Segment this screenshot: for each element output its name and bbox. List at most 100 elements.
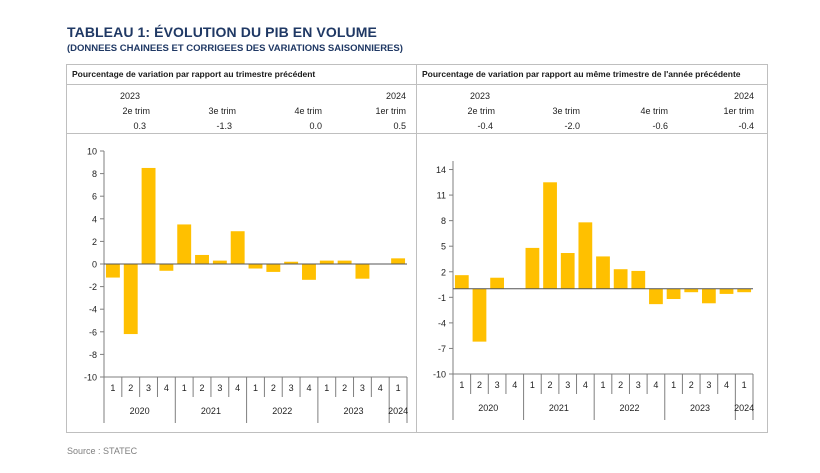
y-tick-label: 2 <box>92 237 97 247</box>
left-quarter-label: 1er trim <box>375 106 406 116</box>
left-year-start: 2023 <box>119 91 140 101</box>
left-year-end: 2024 <box>385 91 406 101</box>
x-year-label: 2020 <box>478 403 498 413</box>
x-tick-label: 4 <box>164 383 169 393</box>
bar <box>543 182 557 289</box>
y-tick-label: -2 <box>89 282 97 292</box>
chart-yearly: -10 -7 -4 -1 2 5 8 11 14 1 2 3 4 1 2 3 4 1 2 3 4 1 2 3 4 1 2020 202… <box>433 161 754 420</box>
x-tick-label: 1 <box>671 380 676 390</box>
x-tick-label: 3 <box>565 380 570 390</box>
bar <box>525 247 540 289</box>
x-tick-label: 2 <box>342 383 347 393</box>
bar <box>702 288 716 304</box>
y-tick-label: -4 <box>89 305 97 315</box>
x-tick-label: 2 <box>477 380 482 390</box>
x-tick-label: 2 <box>548 380 553 390</box>
left-quarter-value: 0.3 <box>133 121 146 131</box>
bar <box>490 277 504 289</box>
left-quarter-label: 4e trim <box>294 106 322 116</box>
bar <box>649 288 663 305</box>
x-tick-label: 4 <box>512 380 517 390</box>
right-quarter-label: 2e trim <box>467 106 495 116</box>
right-year-end: 2024 <box>733 91 754 101</box>
bar <box>719 288 734 294</box>
x-year-label: 2023 <box>344 406 364 416</box>
bar <box>319 260 334 264</box>
y-tick-label: -1 <box>438 293 446 303</box>
x-tick-label: 4 <box>235 383 240 393</box>
bar <box>631 270 646 289</box>
left-quarter-value: -1.3 <box>216 121 232 131</box>
y-tick-label: 10 <box>87 147 97 157</box>
y-tick-label: 2 <box>441 267 446 277</box>
x-tick-label: 3 <box>495 380 500 390</box>
x-tick-label: 1 <box>110 383 115 393</box>
x-tick-label: 4 <box>724 380 729 390</box>
right-quarter-label: 4e trim <box>640 106 668 116</box>
bar <box>230 231 245 264</box>
x-tick-label: 1 <box>600 380 605 390</box>
bar <box>578 222 593 289</box>
x-tick-label: 1 <box>530 380 535 390</box>
x-tick-label: 1 <box>742 380 747 390</box>
y-tick-label: 8 <box>441 216 446 226</box>
bar <box>560 253 575 289</box>
x-tick-label: 3 <box>146 383 151 393</box>
bar <box>472 288 487 342</box>
bar <box>105 264 120 278</box>
left-quarter-label: 2e trim <box>122 106 150 116</box>
x-tick-label: 1 <box>182 383 187 393</box>
y-tick-label: 14 <box>436 165 446 175</box>
x-tick-label: 1 <box>253 383 258 393</box>
right-quarter-label: 1er trim <box>723 106 754 116</box>
source-note: Source : STATEC <box>67 446 138 456</box>
y-tick-label: 11 <box>437 191 446 201</box>
table-frame <box>66 64 768 433</box>
x-tick-label: 1 <box>396 383 401 393</box>
x-tick-label: 3 <box>360 383 365 393</box>
x-year-label: 2021 <box>201 406 221 416</box>
right-quarter-value: -0.4 <box>738 121 754 131</box>
x-tick-label: 3 <box>636 380 641 390</box>
y-tick-label: -4 <box>438 318 446 328</box>
left-quarter-value: 0.5 <box>393 121 406 131</box>
bar <box>284 261 299 264</box>
x-tick-label: 1 <box>459 380 464 390</box>
x-tick-label: 2 <box>689 380 694 390</box>
bar <box>195 254 209 264</box>
x-tick-label: 1 <box>324 383 329 393</box>
bar <box>123 264 138 335</box>
page-subtitle: (DONNEES CHAINEES ET CORRIGEES DES VARIA… <box>67 43 403 54</box>
bar <box>248 264 263 269</box>
bar <box>159 264 174 271</box>
y-tick-label: -8 <box>89 350 97 360</box>
y-tick-label: -6 <box>89 327 97 337</box>
x-year-label: 2024 <box>734 403 754 413</box>
bar <box>177 224 192 264</box>
x-tick-label: 3 <box>217 383 222 393</box>
page-title: TABLEAU 1: ÉVOLUTION DU PIB EN VOLUME <box>67 24 377 40</box>
bar <box>391 258 406 264</box>
bar <box>666 288 681 300</box>
x-tick-label: 2 <box>271 383 276 393</box>
x-tick-label: 4 <box>306 383 311 393</box>
bar <box>613 269 628 289</box>
panel-divider <box>416 64 417 433</box>
y-tick-label: -10 <box>433 370 446 380</box>
right-quarter-label: 3e trim <box>552 106 580 116</box>
x-tick-label: 4 <box>653 380 658 390</box>
right-panel-header: Pourcentage de variation par rapport au … <box>422 69 741 79</box>
x-year-label: 2024 <box>388 406 408 416</box>
x-tick-label: 3 <box>289 383 294 393</box>
x-tick-label: 3 <box>706 380 711 390</box>
y-tick-label: 4 <box>92 214 97 224</box>
x-tick-label: 2 <box>128 383 133 393</box>
right-quarter-value: -0.6 <box>652 121 668 131</box>
y-tick-label: -7 <box>438 344 446 354</box>
left-quarter-label: 3e trim <box>208 106 236 116</box>
x-tick-label: 2 <box>618 380 623 390</box>
bar <box>355 264 370 279</box>
x-year-label: 2022 <box>619 403 639 413</box>
right-year-start: 2023 <box>469 91 490 101</box>
